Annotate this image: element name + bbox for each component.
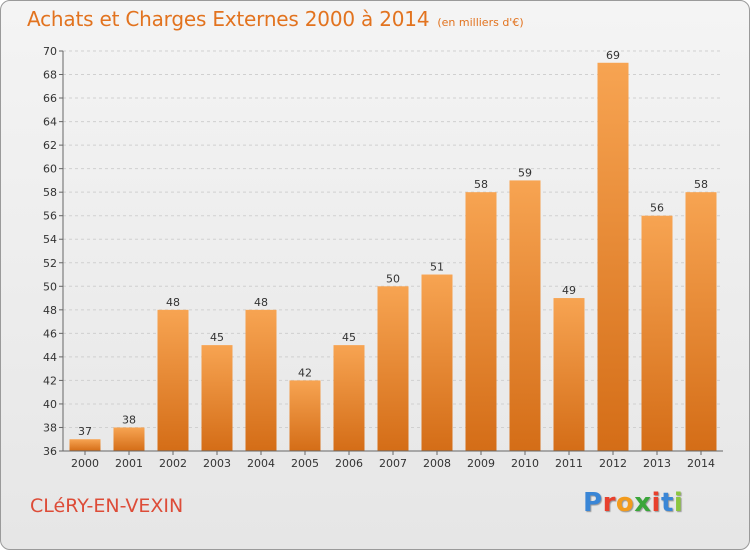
bar [421, 274, 453, 451]
bar [641, 215, 673, 451]
x-tick-label: 2011 [555, 457, 583, 470]
x-tick-label: 2004 [247, 457, 275, 470]
chart-title-text: Achats et Charges Externes 2000 à 2014 [27, 7, 430, 31]
y-tick-label: 70 [43, 45, 57, 58]
y-tick-label: 42 [43, 374, 57, 387]
data-label: 59 [518, 166, 532, 179]
bars: 37 38 48 45 48 42 45 50 51 58 59 49 69 56 58 [69, 49, 717, 452]
commune-name: CLéRY-EN-VEXIN [30, 495, 184, 517]
y-tick-label: 54 [43, 233, 57, 246]
data-label: 58 [474, 178, 488, 191]
y-tick-label: 44 [43, 351, 57, 364]
y-tick-label: 50 [43, 280, 57, 293]
data-label: 45 [210, 331, 224, 344]
bar [553, 298, 585, 451]
x-tick-label: 2005 [291, 457, 319, 470]
bar [157, 309, 189, 451]
logo-letter: r [602, 488, 616, 518]
bar [597, 62, 629, 451]
x-tick-label: 2000 [71, 457, 99, 470]
x-tick-label: 2012 [599, 457, 627, 470]
data-label: 48 [166, 296, 180, 309]
data-label: 37 [78, 425, 92, 438]
logo-letter: i [673, 488, 684, 518]
y-tick-label: 64 [43, 116, 57, 129]
logo-letter: P [583, 488, 603, 518]
logo-letter: t [660, 488, 674, 518]
logo-letter: x [634, 488, 652, 518]
bar [113, 427, 145, 451]
bar [69, 439, 101, 451]
data-label: 50 [386, 272, 400, 285]
data-label: 51 [430, 261, 444, 274]
data-label: 45 [342, 331, 356, 344]
axes: 36 38 40 42 44 46 48 50 52 54 56 58 60 62 64 66 68 70 2000… [43, 45, 723, 470]
y-tick-label: 46 [43, 327, 57, 340]
chart-unit-text: (en milliers d'€) [437, 16, 524, 29]
bar [289, 380, 321, 451]
data-label: 48 [254, 296, 268, 309]
y-tick-label: 56 [43, 210, 57, 223]
y-tick-label: 66 [43, 92, 57, 105]
bar [245, 309, 277, 451]
proxiti-logo: Proxiti [583, 488, 683, 518]
y-tick-label: 60 [43, 163, 57, 176]
y-tick-label: 38 [43, 421, 57, 434]
x-tick-label: 2003 [203, 457, 231, 470]
logo-letter: i [651, 488, 661, 518]
data-label: 42 [298, 366, 312, 379]
bar [377, 286, 409, 451]
bar [465, 192, 497, 452]
x-tick-label: 2002 [159, 457, 187, 470]
chart-title: Achats et Charges Externes 2000 à 2014 (e… [27, 7, 524, 31]
bar [509, 180, 541, 452]
x-tick-label: 2014 [687, 457, 715, 470]
x-tick-label: 2007 [379, 457, 407, 470]
data-label: 56 [650, 202, 664, 215]
x-tick-label: 2001 [115, 457, 143, 470]
data-label: 38 [122, 413, 136, 426]
logo-letter: o [615, 488, 635, 518]
x-tick-label: 2013 [643, 457, 671, 470]
data-label: 49 [562, 284, 576, 297]
y-tick-label: 52 [43, 257, 57, 270]
y-tick-label: 36 [43, 445, 57, 458]
x-tick-label: 2006 [335, 457, 363, 470]
data-label: 58 [694, 178, 708, 191]
y-tick-label: 40 [43, 398, 57, 411]
x-tick-label: 2008 [423, 457, 451, 470]
x-tick-label: 2009 [467, 457, 495, 470]
y-tick-label: 62 [43, 139, 57, 152]
bar [685, 192, 717, 452]
y-tick-label: 48 [43, 304, 57, 317]
y-tick-label: 58 [43, 186, 57, 199]
y-tick-label: 68 [43, 69, 57, 82]
bar [201, 345, 233, 451]
data-label: 69 [606, 49, 620, 62]
x-tick-label: 2010 [511, 457, 539, 470]
bar [333, 345, 365, 451]
